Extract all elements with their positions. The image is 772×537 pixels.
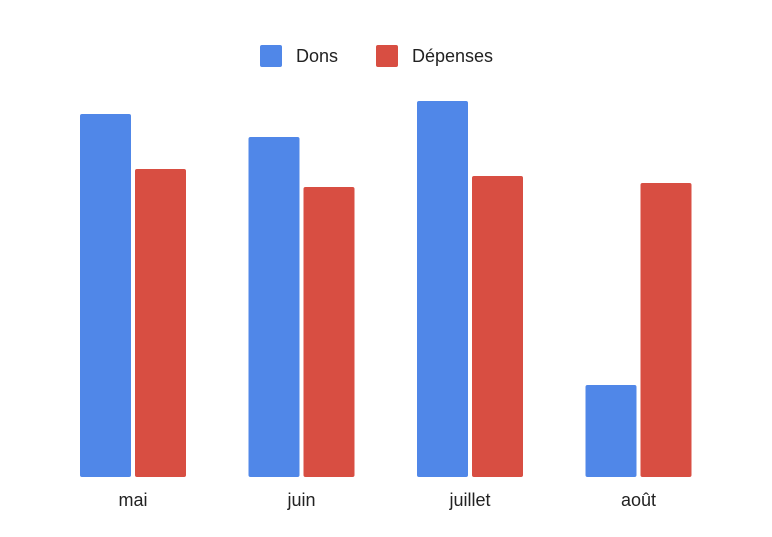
legend: Dons Dépenses [260, 45, 493, 67]
legend-swatch-depenses [376, 45, 398, 67]
x-tick-label-juillet: juillet [448, 490, 490, 510]
legend-swatch-dons [260, 45, 282, 67]
x-tick-label-aout: août [621, 490, 656, 510]
bar-dons-3 [585, 385, 637, 477]
legend-label-depenses: Dépenses [412, 46, 493, 66]
bar-dons-1 [248, 137, 300, 477]
bar-depenses-1 [303, 187, 355, 477]
bar-depenses-2 [472, 176, 523, 477]
bars [80, 101, 692, 477]
x-tick-label-juin: juin [286, 490, 315, 510]
bar-dons-2 [417, 101, 468, 477]
x-tick-label-mai: mai [118, 490, 147, 510]
bar-dons-0 [80, 114, 131, 477]
bar-depenses-0 [135, 169, 186, 477]
x-axis-tick-labels: mai juin juillet août [118, 490, 656, 510]
legend-label-dons: Dons [296, 46, 338, 66]
bar-depenses-3 [640, 183, 692, 477]
